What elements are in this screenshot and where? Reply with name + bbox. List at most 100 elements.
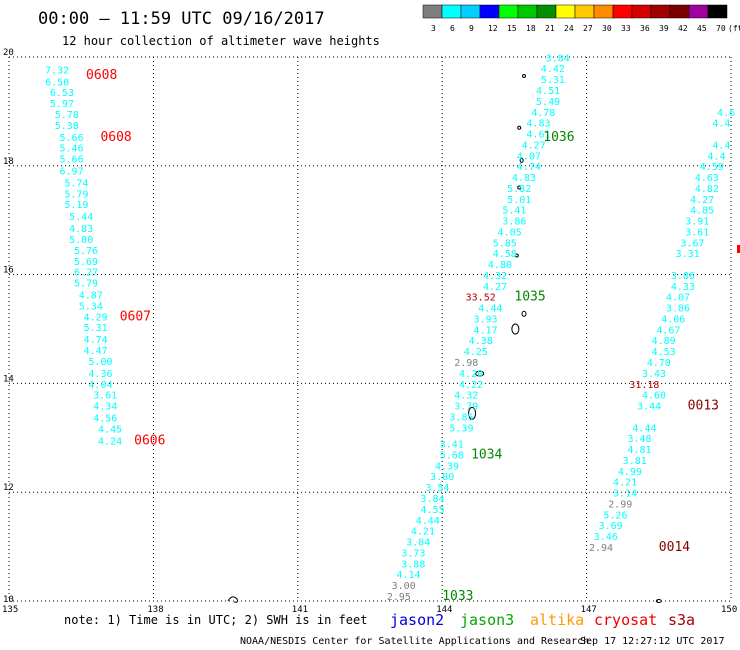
wave-height-value: 5.38	[55, 121, 79, 132]
wave-height-value: 5.66	[60, 155, 84, 166]
wave-height-value: 4.22	[459, 380, 483, 391]
wave-height-value: 6.50	[45, 77, 69, 88]
wave-height-value: 4.58	[493, 249, 517, 260]
wave-height-value: 5.97	[50, 99, 74, 110]
wave-height-value: 3.84	[546, 53, 570, 64]
wave-height-value: 2.99	[608, 499, 632, 510]
wave-height-value: 4.83	[512, 173, 536, 184]
wave-height-value: 4.21	[411, 527, 435, 538]
wave-height-value: 4.87	[79, 291, 103, 302]
y-tick-label: 16	[3, 266, 14, 276]
colorbar-label: 36	[640, 24, 650, 33]
wave-height-value: 3.86	[666, 304, 690, 315]
y-tick-label: 10	[3, 595, 14, 605]
satellite-legend-item: jason3	[460, 611, 514, 629]
wave-height-value: 4.27	[690, 195, 714, 206]
wave-height-value: 4.81	[627, 445, 651, 456]
pass-label: 1036	[543, 130, 574, 145]
wave-height-value: 4.14	[396, 570, 420, 581]
colorbar-label: 18	[526, 24, 536, 33]
wave-height-value: 4.70	[647, 358, 671, 369]
credit-text: NOAA/NESDIS Center for Satellite Applica…	[240, 636, 589, 647]
x-tick-label: 138	[147, 605, 163, 615]
pass-label: 0607	[120, 309, 151, 324]
satellite-legend-item: jason2	[390, 611, 444, 629]
wave-height-value: 3.73	[401, 548, 425, 559]
y-tick-label: 18	[3, 157, 14, 167]
wave-height-value: 4.04	[88, 380, 112, 391]
island-outline	[468, 406, 477, 420]
wave-height-value: 4.44	[478, 304, 502, 315]
pass-label: 0608	[100, 130, 131, 145]
island-outline	[475, 370, 485, 377]
wave-height-value: 5.39	[449, 423, 473, 434]
colorbar-swatch	[593, 4, 614, 19]
wave-height-value: 4.25	[464, 347, 488, 358]
wave-height-value: 5.01	[507, 195, 531, 206]
colorbar-label: 33	[621, 24, 631, 33]
wave-height-value: 4.83	[69, 224, 93, 235]
colorbar-swatch	[498, 4, 519, 19]
wave-height-value: 4.38	[469, 336, 493, 347]
wave-height-value: 4.82	[695, 184, 719, 195]
wave-height-value: 4.80	[488, 260, 512, 271]
wave-height-value: 33.52	[466, 293, 496, 304]
wave-height-value: 5.00	[88, 357, 112, 368]
wave-height-value: 3.81	[623, 456, 647, 467]
wave-height-value: 5.85	[493, 238, 517, 249]
wave-height-value: 4.4	[712, 119, 730, 130]
chart-subtitle: 12 hour collection of altimeter wave hei…	[62, 34, 380, 48]
satellite-legend: jason2 jason3 altika cryosat s3a	[390, 611, 695, 629]
y-tick-label: 12	[3, 483, 14, 493]
wave-height-value: 3.14	[613, 489, 637, 500]
pass-label: 0606	[134, 433, 165, 448]
pass-label: 0013	[688, 399, 719, 414]
wave-height-value: 31.18	[629, 380, 659, 391]
wave-height-value: 4.63	[695, 173, 719, 184]
colorbar-swatch	[688, 4, 709, 19]
wave-height-value: 5.46	[60, 144, 84, 155]
x-tick-label: 141	[292, 605, 308, 615]
wave-height-value: 4.74	[517, 162, 541, 173]
colorbar-swatch	[669, 4, 690, 19]
pass-label: 0014	[659, 540, 690, 555]
pass-label: 1035	[514, 290, 545, 305]
colorbar-label: 24	[564, 24, 574, 33]
wave-height-value: 4.99	[618, 467, 642, 478]
wave-height-value: 4.61	[526, 130, 550, 141]
wave-height-value: 6.53	[50, 88, 74, 99]
wave-height-value: 4.51	[536, 86, 560, 97]
island-outline	[522, 74, 527, 79]
pass-label: 0608	[86, 68, 117, 83]
pass-label: 1033	[442, 589, 473, 604]
wave-height-value: 4.27	[483, 282, 507, 293]
wave-height-value: 4.33	[671, 282, 695, 293]
wave-height-value: 7.32	[45, 65, 69, 76]
wave-height-value: 3.80	[430, 472, 454, 483]
edge-marker	[737, 245, 740, 253]
wave-height-value: 2.94	[589, 543, 613, 554]
island-outline	[517, 185, 522, 190]
colorbar-label: 70	[716, 24, 726, 33]
wave-height-value: 3.88	[401, 559, 425, 570]
wave-height-value: 4.07	[517, 151, 541, 162]
wave-height-value: 4.32	[454, 391, 478, 402]
island-outline	[521, 310, 527, 317]
wave-height-value: 5.66	[60, 133, 84, 144]
wave-height-value: 3.86	[671, 271, 695, 282]
wave-height-value: 3.91	[685, 217, 709, 228]
chart-title: 00:00 – 11:59 UTC 09/16/2017	[38, 9, 325, 29]
wave-height-value: 4.60	[642, 391, 666, 402]
wave-height-value: 5.76	[74, 246, 98, 257]
wave-height-value: 4.05	[498, 227, 522, 238]
wave-height-value: 5.49	[536, 97, 560, 108]
wave-height-value: 4.83	[526, 119, 550, 130]
colorbar-label: 6	[450, 24, 455, 33]
colorbar-label: 42	[678, 24, 688, 33]
wave-height-value: 3.46	[594, 532, 618, 543]
wave-height-value: 5.69	[74, 257, 98, 268]
wave-height-value: 4.34	[93, 402, 117, 413]
wave-height-value: 5.78	[55, 110, 79, 121]
wave-height-value: 3.79	[454, 402, 478, 413]
